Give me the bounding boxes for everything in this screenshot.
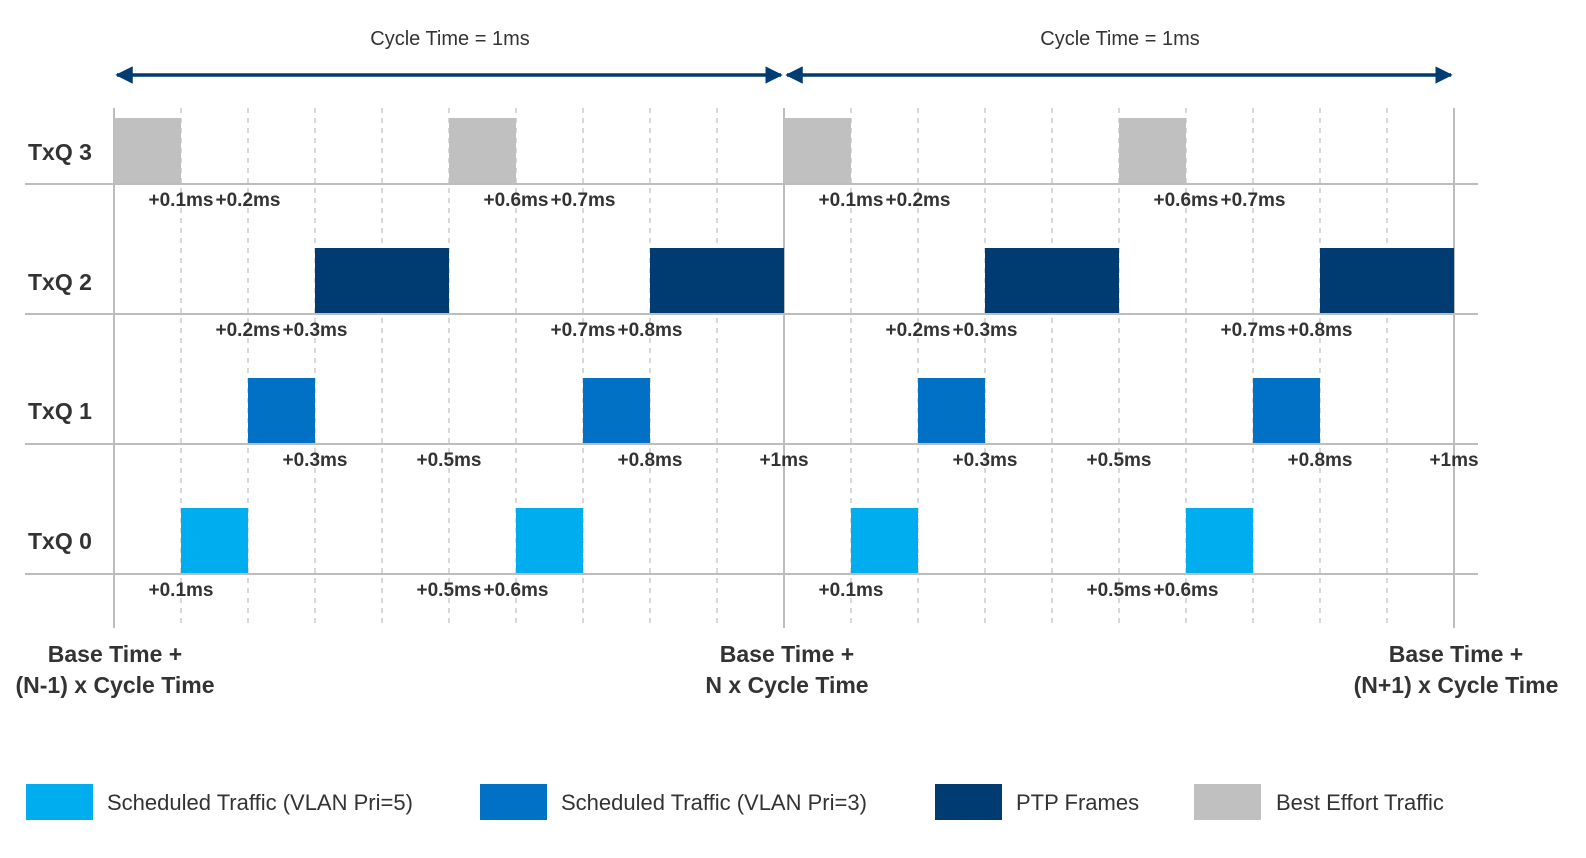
traffic-block-best_effort: [114, 118, 181, 184]
base-time-label-n-minus-1-line1: Base Time +: [48, 641, 182, 667]
time-tick-label: +0.3ms: [283, 450, 348, 471]
legend-swatch-ptp: [935, 784, 1002, 820]
time-tick-label: +0.6ms: [1154, 580, 1219, 601]
legend-label-vlan3: Scheduled Traffic (VLAN Pri=3): [561, 790, 867, 815]
traffic-block-best_effort: [784, 118, 851, 184]
legend-swatch-vlan3: [480, 784, 547, 820]
time-tick-label: +0.8ms: [1288, 320, 1353, 341]
traffic-block-vlan5: [1186, 508, 1253, 574]
traffic-block-vlan5: [851, 508, 918, 574]
traffic-block-vlan3: [248, 378, 315, 444]
base-time-label-n-line1: Base Time +: [720, 641, 854, 667]
traffic-block-best_effort: [1119, 118, 1186, 184]
traffic-block-ptp: [1320, 248, 1454, 314]
time-tick-label: +0.6ms: [1154, 190, 1219, 211]
base-time-label-n-minus-1-line2: (N-1) x Cycle Time: [16, 672, 215, 698]
time-tick-label: +0.7ms: [1221, 190, 1286, 211]
traffic-block-best_effort: [449, 118, 516, 184]
time-tick-label: +0.8ms: [1288, 450, 1353, 471]
time-tick-label: +0.2ms: [216, 320, 281, 341]
legend-label-vlan5: Scheduled Traffic (VLAN Pri=5): [107, 790, 413, 815]
traffic-block-vlan3: [583, 378, 650, 444]
time-tick-label: +0.5ms: [417, 580, 482, 601]
traffic-block-ptp: [315, 248, 449, 314]
time-tick-label: +0.3ms: [953, 450, 1018, 471]
queue-label-txq2: TxQ 2: [28, 269, 92, 295]
traffic-block-ptp: [985, 248, 1119, 314]
time-tick-labels: +0.1ms +0.2ms +0.6ms +0.7ms +0.1ms +0.2ms +0.6…: [149, 190, 1479, 601]
time-tick-label: +0.7ms: [551, 320, 616, 341]
time-tick-label: +0.8ms: [618, 450, 683, 471]
time-tick-label: +0.5ms: [1087, 450, 1152, 471]
time-tick-label: +0.1ms: [149, 190, 214, 211]
time-tick-label: +0.1ms: [819, 190, 884, 211]
time-tick-label: +0.2ms: [886, 320, 951, 341]
time-tick-label: +0.1ms: [819, 580, 884, 601]
legend-swatch-vlan5: [26, 784, 93, 820]
cycle-label-2: Cycle Time = 1ms: [1040, 28, 1199, 50]
time-tick-label: +0.7ms: [1221, 320, 1286, 341]
time-tick-label: +1ms: [1429, 450, 1478, 471]
queue-label-txq3: TxQ 3: [28, 139, 92, 165]
queue-label-txq1: TxQ 1: [28, 398, 92, 424]
legend-label-best-effort: Best Effort Traffic: [1276, 790, 1444, 815]
traffic-block-vlan5: [181, 508, 248, 574]
traffic-block-vlan3: [918, 378, 985, 444]
legend-label-ptp: PTP Frames: [1016, 790, 1139, 815]
time-tick-label: +0.1ms: [149, 580, 214, 601]
time-tick-label: +0.6ms: [484, 580, 549, 601]
traffic-block-ptp: [650, 248, 784, 314]
base-time-label-n-plus-1-line1: Base Time +: [1389, 641, 1523, 667]
time-tick-label: +0.6ms: [484, 190, 549, 211]
traffic-block-vlan3: [1253, 378, 1320, 444]
queue-label-txq0: TxQ 0: [28, 528, 92, 554]
time-tick-label: +0.5ms: [1087, 580, 1152, 601]
cycle-label-1: Cycle Time = 1ms: [370, 28, 529, 50]
time-tick-label: +0.5ms: [417, 450, 482, 471]
time-tick-label: +1ms: [759, 450, 808, 471]
time-tick-label: +0.2ms: [216, 190, 281, 211]
base-time-label-n-line2: N x Cycle Time: [705, 672, 868, 698]
base-time-label-n-plus-1-line2: (N+1) x Cycle Time: [1354, 672, 1559, 698]
time-tick-label: +0.8ms: [618, 320, 683, 341]
time-tick-label: +0.3ms: [283, 320, 348, 341]
traffic-block-vlan5: [516, 508, 583, 574]
legend: Scheduled Traffic (VLAN Pri=5) Scheduled…: [26, 784, 1444, 820]
legend-swatch-best-effort: [1194, 784, 1261, 820]
traffic-blocks: [114, 118, 1454, 574]
queue-baselines: [25, 183, 1478, 575]
time-tick-label: +0.3ms: [953, 320, 1018, 341]
time-tick-label: +0.7ms: [551, 190, 616, 211]
time-tick-label: +0.2ms: [886, 190, 951, 211]
